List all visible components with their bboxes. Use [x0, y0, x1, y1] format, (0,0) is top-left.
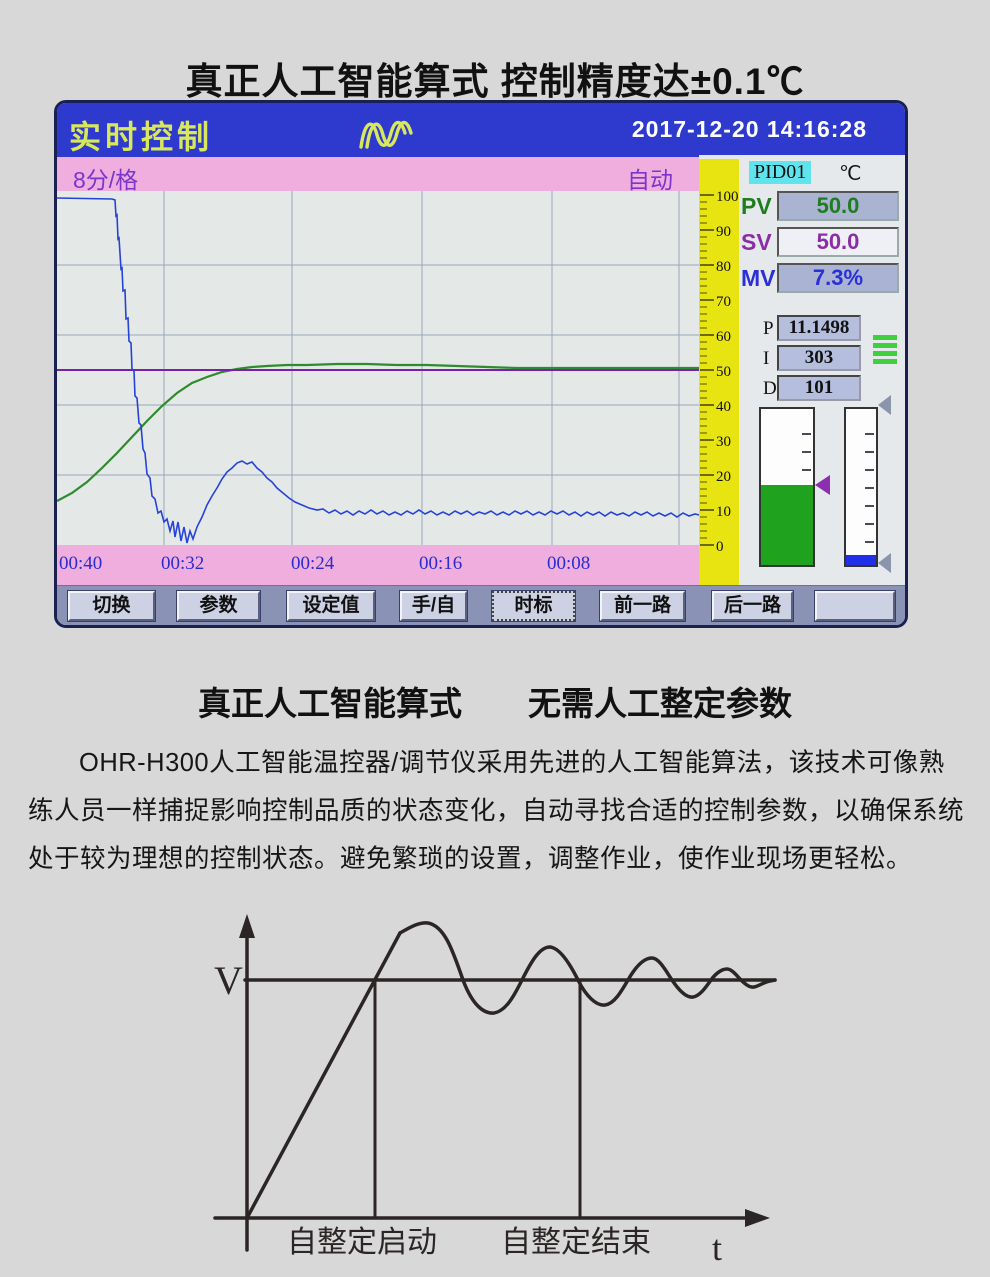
valve-bargraph	[844, 407, 878, 567]
oscillation-curve	[398, 921, 777, 1015]
svg-text:10: 10	[716, 504, 731, 520]
mv-value: 7.3%	[777, 263, 899, 293]
auto-mode-label: 自动	[627, 167, 673, 193]
screen-title: 实时控制	[69, 119, 214, 155]
time-tick: 00:24	[291, 553, 335, 574]
tune-start-label: 自整定启动	[287, 1226, 437, 1259]
output-bargraph	[759, 407, 815, 567]
trend-info-bar: 8分/格 自动	[57, 157, 699, 193]
signal-bar-icon	[873, 343, 897, 348]
mv-label: MV	[741, 265, 776, 291]
device-header: 实时控制 2017-12-20 14:16:28	[57, 103, 905, 157]
prev-loop-button[interactable]: 前一路	[599, 590, 686, 622]
controller-screen: 实时控制 2017-12-20 14:16:28 8分/格 自动 100	[54, 100, 908, 628]
time-tick: 00:40	[59, 553, 103, 574]
blank-button[interactable]	[814, 590, 896, 622]
unit-label: ℃	[839, 163, 862, 185]
pv-value: 50.0	[777, 191, 899, 221]
i-value: 303	[777, 345, 861, 371]
setpoint-button[interactable]: 设定值	[286, 590, 376, 622]
y-axis-arrow-icon	[239, 914, 255, 938]
trend-chart	[57, 191, 700, 545]
svg-text:40: 40	[716, 399, 731, 415]
svg-text:70: 70	[716, 294, 731, 310]
next-loop-button[interactable]: 后一路	[711, 590, 794, 622]
p-label: P	[763, 318, 774, 339]
time-tick: 00:32	[161, 553, 205, 574]
time-tick: 00:16	[419, 553, 463, 574]
page-title: 真正人工智能算式 控制精度达±0.1℃	[185, 60, 805, 102]
p-value: 11.1498	[777, 315, 861, 341]
clock: 2017-12-20 14:16:28	[631, 116, 867, 142]
scale-ruler: 100 90 80 70 60 50 40 30 20 10 0	[699, 159, 739, 585]
svg-text:20: 20	[716, 469, 731, 485]
signal-bar-icon	[873, 335, 897, 340]
mv-curve	[57, 197, 700, 544]
time-tick: 00:08	[547, 553, 591, 574]
svg-text:30: 30	[716, 434, 731, 450]
bargraph-fill-green	[761, 485, 813, 565]
svg-text:0: 0	[716, 539, 724, 555]
x-axis-arrow-icon	[745, 1209, 770, 1227]
manual-auto-button[interactable]: 手/自	[399, 590, 468, 622]
svg-text:50: 50	[716, 364, 731, 380]
signal-bar-icon	[873, 351, 897, 356]
section-title: 真正人工智能算式 无需人工整定参数	[198, 685, 792, 723]
sv-value[interactable]: 50.0	[777, 227, 899, 257]
pv-label: PV	[741, 193, 772, 219]
bargraph-fill-blue	[846, 555, 876, 565]
sv-label: SV	[741, 229, 772, 255]
pv-curve	[57, 362, 699, 502]
time-axis-strip: 00:40 00:32 00:24 00:16 00:08	[57, 545, 699, 585]
range-top-marker-icon	[878, 395, 891, 415]
softkey-bar: 切换 参数 设定值 手/自 时标 前一路 后一路	[57, 585, 905, 625]
t-axis-label: t	[712, 1228, 722, 1268]
signal-bar-icon	[873, 359, 897, 364]
autotune-diagram: V t 自整定启动 自整定结束	[213, 914, 777, 1268]
svg-text:100: 100	[716, 189, 739, 205]
time-per-division-label: 8分/格	[73, 167, 139, 193]
d-value: 101	[777, 375, 861, 401]
brand-wave-logo-icon	[359, 120, 413, 149]
d-label: D	[763, 378, 777, 399]
bargraph-ticks	[865, 417, 874, 557]
v-axis-label: V	[214, 958, 243, 1003]
ramp-line	[245, 931, 402, 1220]
description-paragraph: OHR-H300人工智能温控器/调节仪采用先进的人工智能算法，该技术可像熟练人员…	[28, 748, 965, 873]
i-label: I	[763, 348, 770, 369]
timescale-button[interactable]: 时标	[491, 590, 576, 622]
svg-text:80: 80	[716, 259, 731, 275]
switch-button[interactable]: 切换	[67, 590, 156, 622]
tune-end-label: 自整定结束	[501, 1226, 651, 1259]
pid-panel: PID01 ℃ PV 50.0 SV 50.0 MV 7.3% P 11.149…	[739, 155, 905, 585]
range-bottom-marker-icon	[878, 553, 891, 573]
svg-text:60: 60	[716, 329, 731, 345]
params-button[interactable]: 参数	[176, 590, 261, 622]
svg-text:90: 90	[716, 224, 731, 240]
setpoint-marker-icon	[815, 475, 830, 495]
loop-name-badge: PID01	[749, 161, 812, 184]
